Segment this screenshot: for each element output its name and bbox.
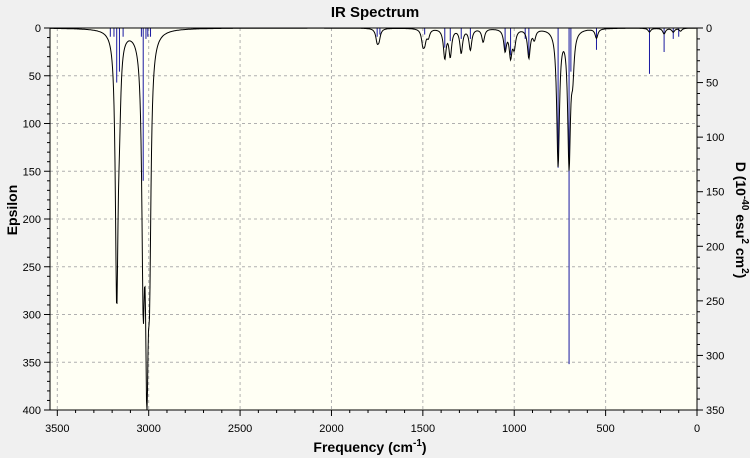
- x-tick-label: 2000: [319, 423, 343, 435]
- left-y-tick-label: 250: [23, 262, 41, 274]
- left-y-tick-label: 50: [29, 71, 41, 83]
- x-tick-label: 1000: [502, 423, 526, 435]
- right-y-axis-label-part: D (10: [733, 162, 749, 196]
- left-y-axis-label: Epsilon: [4, 185, 20, 236]
- right-y-axis-label-part: esu: [733, 210, 749, 238]
- right-y-axis-label-superscript: -40: [739, 196, 750, 211]
- left-y-tick-label: 350: [23, 357, 41, 369]
- right-y-tick-label: 250: [706, 296, 724, 308]
- dipole-sticks: [109, 28, 680, 365]
- x-axis-label-end: ): [422, 439, 427, 455]
- right-y-tick-label: 100: [706, 132, 724, 144]
- chart-title: IR Spectrum: [331, 4, 419, 21]
- epsilon-spectrum-line: [50, 27, 697, 411]
- right-y-tick-label: 300: [706, 350, 724, 362]
- right-y-tick-label: 150: [706, 187, 724, 199]
- left-y-tick-label: 400: [23, 405, 41, 417]
- right-y-tick-label: 350: [706, 405, 724, 417]
- left-y-tick-label: 0: [35, 23, 41, 35]
- right-y-axis-label-superscript: 2: [739, 238, 750, 244]
- x-tick-label: 500: [596, 423, 614, 435]
- axis-ticks: 3500 3000 2500 2000 1500 1000 500 0050100150200…: [23, 23, 725, 435]
- right-y-tick-label: 200: [706, 241, 724, 253]
- x-tick-label: 2500: [228, 423, 252, 435]
- right-y-tick-label: 50: [706, 78, 718, 90]
- x-axis-label: Frequency (cm-1): [313, 438, 426, 455]
- left-y-tick-label: 100: [23, 119, 41, 131]
- right-y-tick-label: 0: [706, 23, 712, 35]
- right-y-axis-label-part: cm: [733, 244, 749, 268]
- x-axis-label-superscript: -1: [413, 438, 422, 449]
- x-tick-label: 0: [694, 423, 700, 435]
- left-y-tick-label: 150: [23, 166, 41, 178]
- x-tick-label: 1500: [411, 423, 435, 435]
- grid: [50, 28, 697, 410]
- x-axis-label-main: Frequency (cm: [313, 439, 413, 455]
- x-tick-label: 3500: [45, 423, 69, 435]
- plot-area: [50, 28, 697, 410]
- right-y-axis-label-superscript: 2: [739, 268, 750, 274]
- left-y-tick-label: 300: [23, 310, 41, 322]
- left-y-tick-label: 200: [23, 214, 41, 226]
- right-y-axis-label: D (10-40 esu2 cm2): [733, 162, 750, 279]
- right-y-axis-label-part: ): [733, 274, 749, 279]
- x-tick-label: 3000: [136, 423, 160, 435]
